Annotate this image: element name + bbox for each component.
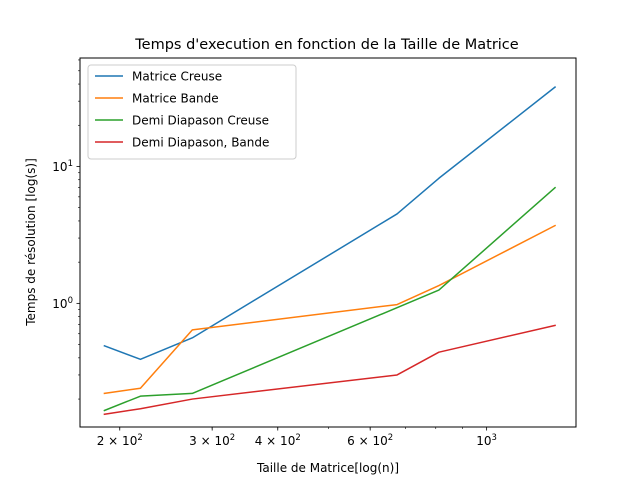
chart-title: Temps d'execution en fonction de la Tail… [134, 37, 519, 53]
x-tick-label: 103 [476, 433, 497, 448]
y-tick-label: 100 [52, 296, 73, 311]
x-axis-label: Taille de Matrice[log(n)] [256, 461, 399, 475]
series-line-1 [103, 86, 557, 361]
x-tick-label: 2 × 102 [97, 433, 143, 448]
series-line-3 [103, 186, 557, 412]
plot-frame [79, 57, 577, 428]
x-tick-label: 4 × 102 [255, 433, 301, 448]
y-tick-label: 101 [52, 159, 73, 174]
legend-box [87, 64, 297, 160]
y-axis-label: Temps de résolution [log(s)] [24, 158, 38, 327]
x-tick-label: 6 × 102 [347, 433, 393, 448]
legend-label-1: Matrice Creuse [132, 70, 222, 84]
legend-label-4: Demi Diapason, Bande [132, 136, 269, 150]
legend-label-3: Demi Diapason Creuse [132, 114, 269, 128]
series-line-4 [103, 324, 556, 416]
legend-label-2: Matrice Bande [132, 92, 219, 106]
series-line-2 [103, 224, 557, 395]
x-tick-label: 3 × 102 [189, 433, 235, 448]
